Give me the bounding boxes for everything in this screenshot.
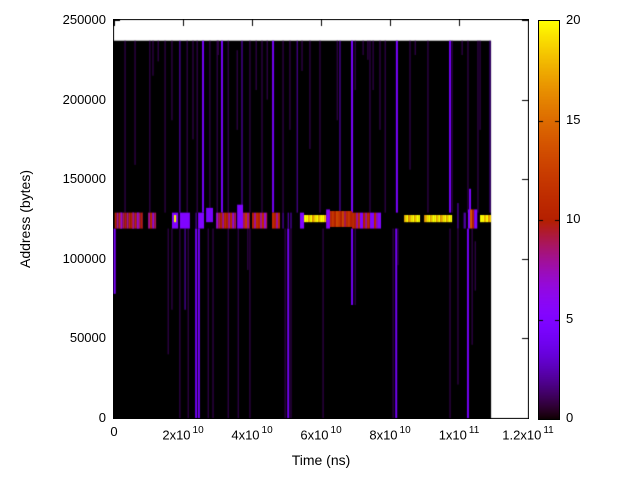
x-tick-label: 6x10 10 [300,425,342,443]
y-tick-label: 250000 [62,12,106,27]
y-tick-label: 100000 [62,250,106,266]
y-axis-title: Address (bytes) [17,169,33,269]
colorbar-gradient [538,20,560,420]
x-tick-label: 0 [110,424,118,439]
colorbar-tick-label: 20 [566,12,581,27]
x-tick-label: 1x10 11 [438,425,480,443]
y-tick-label: 200000 [62,91,106,107]
y-tick-label: 0 [98,410,106,425]
heatmap-plot-canvas [113,19,529,419]
x-tick-label: 4x10 10 [231,425,273,443]
x-axis-title: Time (ns) [291,452,351,468]
x-tick-label: 1.2x10 11 [502,425,554,443]
x-tick-label: 2x10 10 [162,425,204,443]
colorbar-tick-label: 15 [566,111,581,127]
colorbar-tick-label: 5 [566,310,574,326]
colorbar-tick-label: 10 [566,211,581,226]
x-tick-label: 8x10 10 [369,425,411,443]
colorbar-tick-label: 0 [566,410,574,425]
y-tick-label: 150000 [62,171,106,187]
y-tick-label: 50000 [69,330,106,346]
